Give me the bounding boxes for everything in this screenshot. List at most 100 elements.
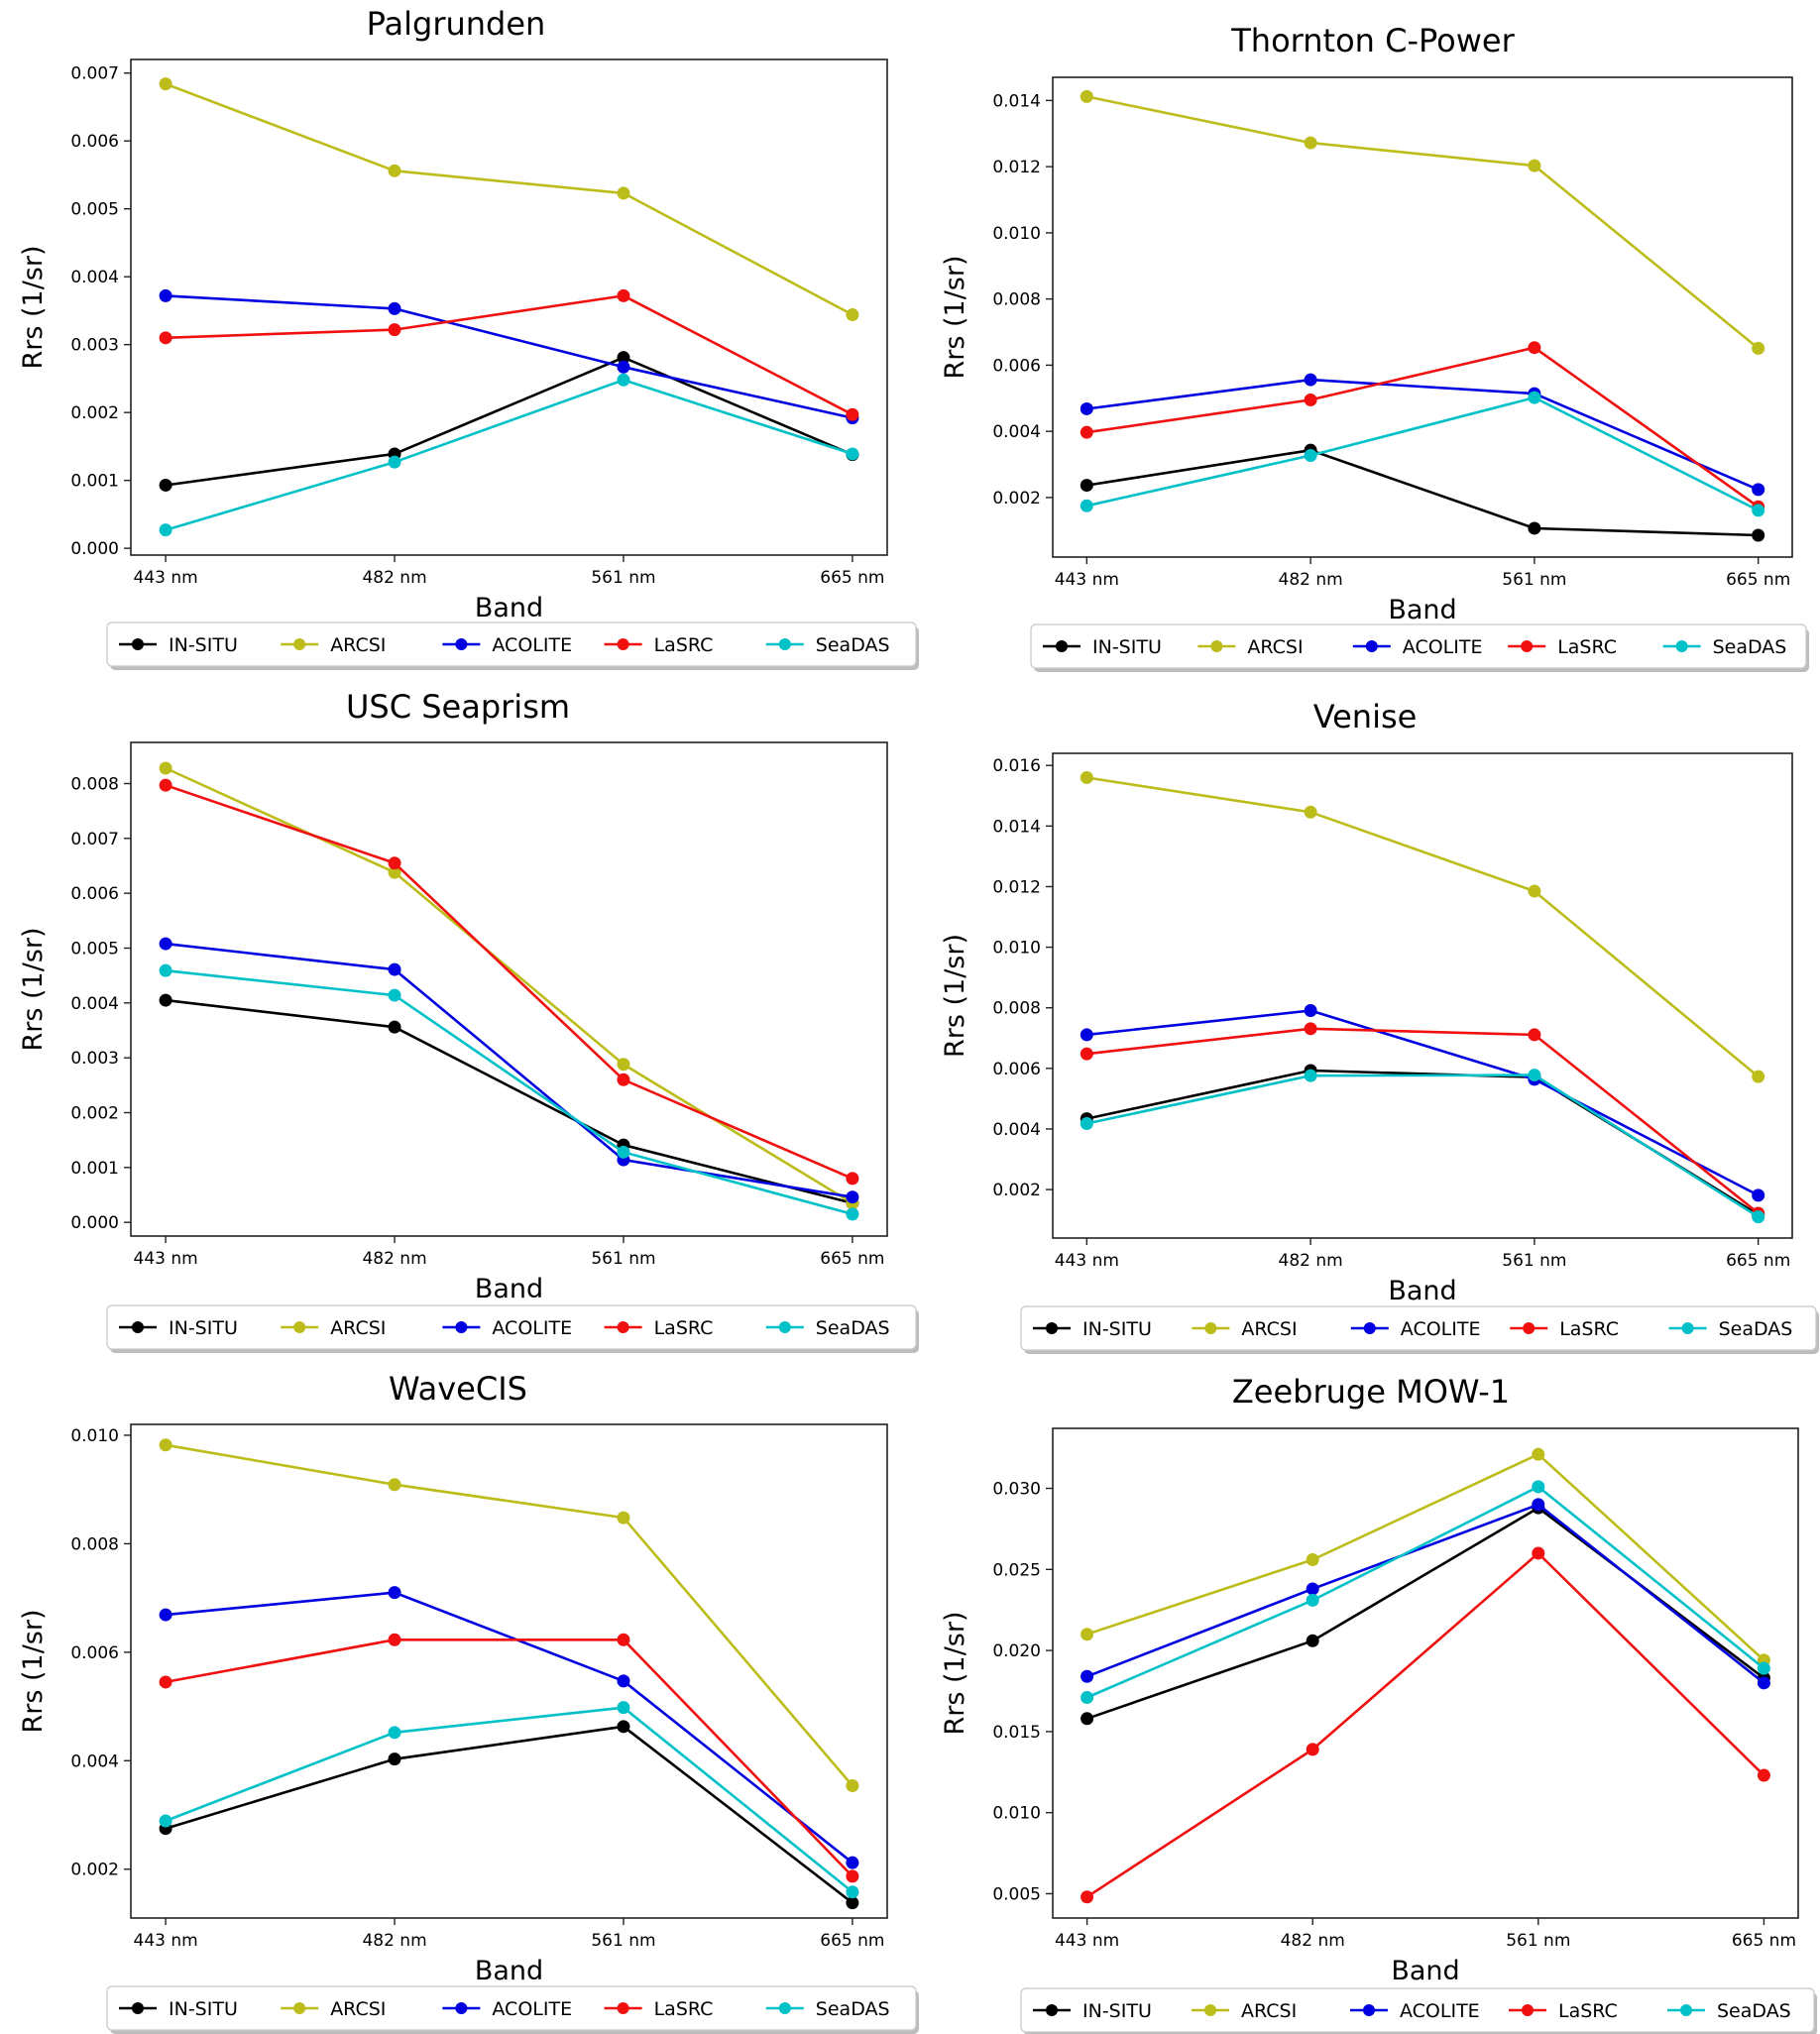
y-tick-label: 0.016 <box>992 756 1041 776</box>
x-tick-label: 482 nm <box>362 1249 426 1269</box>
series-line <box>166 294 853 416</box>
data-point <box>159 963 172 977</box>
legend-swatch-marker <box>1521 640 1534 652</box>
y-tick-label: 0.002 <box>70 403 119 423</box>
legend-swatch-marker <box>1210 640 1223 652</box>
x-axis-label: Band <box>475 593 543 623</box>
y-tick-label: 0.025 <box>992 1560 1041 1580</box>
x-tick-label: 443 nm <box>134 1931 198 1951</box>
data-point <box>159 478 172 492</box>
legend-swatch-marker <box>1681 1322 1694 1334</box>
data-point <box>1080 401 1093 415</box>
data-point <box>1752 1188 1765 1202</box>
data-point <box>1304 373 1317 387</box>
series-line <box>1085 1551 1765 1898</box>
data-point <box>159 1438 172 1452</box>
data-point <box>159 761 172 775</box>
chart-panel: USC Seaprism 0.000 0.001 0.002 0.003 0.004 0.0… <box>18 688 919 1353</box>
x-tick-label: 482 nm <box>1279 570 1343 590</box>
x-tick-label: 561 nm <box>591 1931 655 1951</box>
series-line <box>165 356 853 487</box>
data-point <box>1304 136 1317 150</box>
y-tick-label: 0.007 <box>70 64 119 84</box>
data-point <box>159 77 172 91</box>
x-tick-label: 482 nm <box>362 1931 426 1951</box>
legend-label: ARCSI <box>1247 636 1303 658</box>
y-tick-label: 0.005 <box>992 1884 1041 1904</box>
legend-label: ACOLITE <box>1400 2000 1480 2022</box>
chart-panel: Palgrunden 0.000 0.001 0.002 0.003 0.004 0.005… <box>18 5 919 670</box>
data-point <box>1080 479 1093 493</box>
legend-label: SeaDAS <box>1717 2000 1791 2022</box>
data-point <box>846 1172 859 1186</box>
y-tick-label: 0.004 <box>70 994 119 1014</box>
series-line <box>1086 1485 1765 1699</box>
legend-label: IN-SITU <box>1092 636 1162 658</box>
legend-swatch-marker <box>132 1321 144 1333</box>
x-axis-label: Band <box>1388 595 1456 625</box>
data-point <box>617 186 630 200</box>
y-tick-label: 0.008 <box>70 1534 119 1554</box>
plot-frame <box>1052 1427 1799 1919</box>
y-tick-label: 0.008 <box>992 290 1041 310</box>
x-tick-label: 443 nm <box>1055 1931 1119 1951</box>
y-tick-label: 0.003 <box>70 336 119 356</box>
y-tick-label: 0.002 <box>992 489 1041 508</box>
data-point <box>159 778 172 792</box>
data-point <box>846 1190 859 1204</box>
data-point <box>1528 884 1541 898</box>
data-point <box>617 1058 630 1072</box>
legend-label: IN-SITU <box>169 634 238 656</box>
y-tick-label: 0.004 <box>992 422 1041 442</box>
data-point <box>1757 1676 1770 1690</box>
data-point <box>159 331 172 345</box>
legend-box <box>106 622 917 667</box>
series-line <box>165 1591 853 1864</box>
y-tick-label: 0.004 <box>992 1120 1041 1140</box>
x-tick-label: 665 nm <box>1732 1931 1796 1951</box>
data-point <box>846 1885 859 1899</box>
chart-panel: Zeebruge MOW-1 0.005 0.010 0.015 0.020 0.025 0… <box>940 1373 1817 2034</box>
data-point <box>1306 1582 1319 1596</box>
legend-swatch-marker <box>1675 640 1688 652</box>
y-tick-label: 0.007 <box>70 830 119 849</box>
legend-swatch-marker <box>1046 1322 1058 1334</box>
data-point <box>1304 1022 1317 1036</box>
legend-label: LaSRC <box>654 1998 714 2020</box>
y-tick-label: 0.008 <box>70 775 119 795</box>
legend-box <box>106 1304 917 1350</box>
x-axis-label: Band <box>1391 1956 1459 1986</box>
data-point <box>617 1511 630 1525</box>
data-point <box>1081 1669 1094 1683</box>
chart-title: Palgrunden <box>367 5 546 43</box>
legend-label: IN-SITU <box>1082 2000 1152 2022</box>
data-point <box>1080 1116 1093 1130</box>
legend-box <box>1030 623 1807 669</box>
y-tick-label: 0.006 <box>70 132 119 152</box>
data-point <box>1528 521 1541 535</box>
legend-swatch-marker <box>293 2002 306 2014</box>
legend-swatch-marker <box>1056 640 1068 652</box>
legend-swatch-marker <box>1522 2004 1534 2016</box>
data-point <box>1306 1743 1319 1756</box>
series-line <box>166 294 853 419</box>
data-point <box>1306 1634 1319 1647</box>
data-point <box>617 1701 630 1715</box>
legend-swatch-marker <box>1204 1322 1217 1334</box>
series-line <box>1086 1452 1765 1661</box>
legend-label: SeaDAS <box>816 1317 890 1339</box>
x-tick-label: 665 nm <box>1726 1251 1790 1271</box>
series-line <box>165 82 853 316</box>
y-tick-label: 0.010 <box>70 1426 119 1446</box>
data-point <box>617 373 630 387</box>
y-tick-label: 0.002 <box>992 1181 1041 1200</box>
legend-swatch-marker <box>778 638 791 650</box>
data-point <box>1752 483 1765 497</box>
series-line <box>1086 95 1760 350</box>
chart-panel: Thornton C-Power 0.002 0.004 0.006 0.008 0.01… <box>940 22 1809 672</box>
data-point <box>1304 449 1317 463</box>
x-tick-label: 443 nm <box>1055 570 1119 590</box>
data-point <box>1528 1069 1541 1082</box>
legend-swatch-marker <box>1046 2004 1058 2016</box>
data-point <box>1306 1593 1319 1607</box>
